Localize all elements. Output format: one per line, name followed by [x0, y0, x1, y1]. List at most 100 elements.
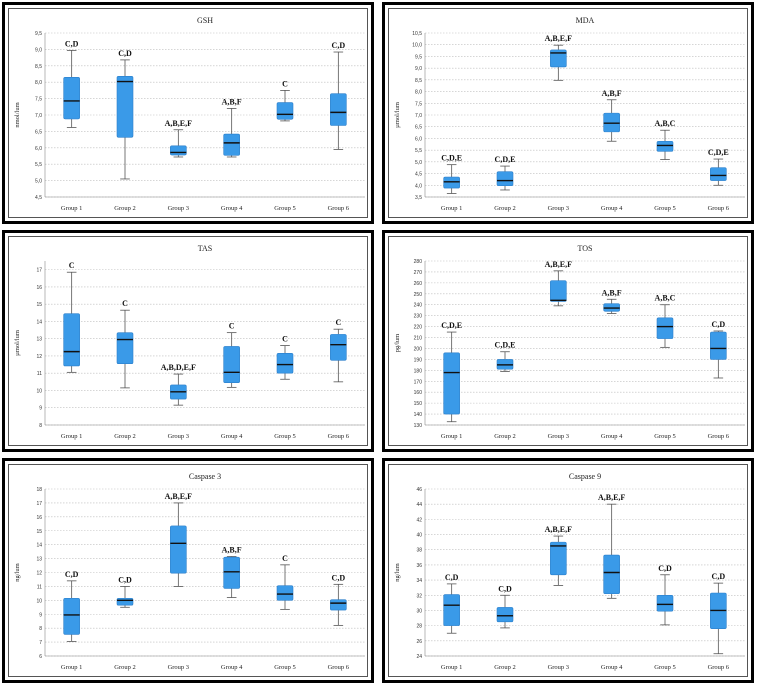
chart-svg-caspase-9: Caspase 9 ng/lum 24 26 28 30 32 34 36 38 40 42 44 46 G… [394, 472, 745, 671]
x-tick-label: Group 6 [328, 433, 350, 440]
x-tick-label: Group 6 [708, 433, 730, 440]
significance-label: C,D,E [708, 148, 729, 157]
significance-label: C,D [712, 572, 726, 581]
x-tick-label: Group 4 [601, 433, 623, 440]
y-tick-label: 38 [416, 548, 422, 554]
x-tick-label: Group 6 [328, 664, 350, 671]
box [330, 334, 347, 361]
x-tick-label: Group 5 [654, 664, 675, 671]
y-tick-label: 7 [39, 640, 42, 646]
y-tick-label: 28 [416, 624, 422, 630]
y-tick-label: 280 [414, 259, 423, 265]
y-tick-label: 6,0 [415, 136, 422, 142]
y-tick-label: 10,0 [412, 43, 422, 49]
y-tick-label: 8,5 [415, 78, 422, 84]
y-tick-label: 180 [414, 368, 423, 374]
y-tick-label: 11 [37, 371, 42, 377]
y-tick-label: 6 [39, 654, 42, 660]
y-tick-label: 34 [416, 578, 422, 584]
chart-svg-tos: TOS pg/lum 130 140 150 160 170 180 190 200 210 220 2… [394, 244, 745, 440]
y-tick-label: 150 [414, 401, 423, 407]
significance-label: A,B,D,E,F [161, 363, 196, 372]
chart-panel-caspase-3: Caspase 3 ng/lum 6 7 8 9 10 11 12 13 14 15 16 17 18 Gro… [2, 458, 374, 683]
significance-label: A,B,E,F [598, 493, 625, 502]
y-tick-label: 7,5 [415, 101, 422, 107]
chart-panel-caspase-9: Caspase 9 ng/lum 24 26 28 30 32 34 36 38 40 42 44 46 G… [382, 458, 754, 683]
box [603, 112, 620, 133]
x-tick-label: Group 4 [601, 205, 623, 212]
chart-title: MDA [576, 16, 595, 25]
box [710, 331, 727, 360]
box [63, 76, 80, 120]
y-tick-label: 15 [36, 529, 42, 535]
chart-svg-tas: TAS µmol/lum 8 9 10 11 12 13 14 15 16 17 Group 1 Grou… [14, 244, 365, 440]
y-tick-label: 9 [39, 406, 42, 412]
x-tick-label: Group 6 [708, 664, 730, 671]
box [116, 597, 134, 606]
x-tick-label: Group 6 [328, 205, 350, 212]
y-tick-label: 42 [416, 517, 422, 523]
significance-label: C,D,E [441, 154, 462, 163]
y-tick-label: 130 [414, 423, 423, 429]
significance-label: C [282, 554, 288, 563]
significance-label: C,D,E [495, 341, 516, 350]
significance-label: A,B,E,F [545, 260, 572, 269]
y-tick-label: 10 [36, 598, 42, 604]
y-axis-label: µmol/lum [14, 330, 21, 356]
chart-svg-caspase-3: Caspase 3 ng/lum 6 7 8 9 10 11 12 13 14 15 16 17 18 Gro… [14, 472, 365, 671]
chart-title: Caspase 3 [189, 472, 221, 481]
x-tick-label: Group 5 [274, 433, 295, 440]
box [276, 353, 294, 374]
y-tick-label: 170 [414, 379, 423, 385]
x-tick-label: Group 4 [221, 205, 243, 212]
x-tick-label: Group 4 [221, 433, 243, 440]
chart-title: TOS [578, 244, 593, 253]
x-tick-label: Group 2 [114, 664, 135, 671]
significance-label: C,D [65, 570, 79, 579]
y-tick-label: 4,0 [415, 183, 422, 189]
box [710, 167, 727, 181]
y-tick-label: 17 [36, 501, 42, 507]
y-tick-label: 10 [36, 388, 42, 394]
x-tick-label: Group 2 [494, 664, 515, 671]
y-tick-label: 9,0 [415, 66, 422, 72]
box [443, 176, 460, 189]
significance-label: C,D [118, 49, 132, 58]
chart-svg-gsh: GSH nmol/lum 4,5 5,0 5,5 6,0 6,5 7,0 7,5 8,0 8,5 9,… [14, 16, 365, 212]
y-tick-label: 15 [36, 302, 42, 308]
significance-label: C,D,E [495, 155, 516, 164]
y-tick-label: 9,5 [35, 31, 42, 37]
y-tick-label: 13 [36, 557, 42, 563]
y-tick-label: 30 [416, 608, 422, 614]
significance-label: A,B,E,F [545, 525, 572, 534]
chart-title: TAS [198, 244, 212, 253]
y-tick-label: 8,0 [35, 80, 42, 86]
box [656, 140, 674, 152]
box [443, 594, 460, 626]
y-tick-label: 5,5 [35, 162, 42, 168]
box [170, 145, 187, 156]
y-tick-label: 8,0 [415, 90, 422, 96]
y-tick-label: 5,5 [415, 148, 422, 154]
x-tick-label: Group 1 [441, 433, 462, 440]
box [550, 49, 567, 68]
y-tick-label: 160 [414, 390, 423, 396]
x-tick-label: Group 1 [441, 205, 462, 212]
y-tick-label: 190 [414, 357, 423, 363]
y-tick-label: 40 [416, 533, 422, 539]
chart-panel-gsh: GSH nmol/lum 4,5 5,0 5,5 6,0 6,5 7,0 7,5 8,0 8,5 9,… [2, 2, 374, 224]
significance-label: C [335, 318, 341, 327]
y-tick-label: 250 [414, 292, 423, 298]
y-axis-label: nmol/lum [14, 102, 21, 127]
significance-label: C,D [498, 584, 512, 593]
y-axis-label: pg/lum [394, 334, 401, 352]
y-tick-label: 7,5 [35, 97, 42, 103]
y-tick-label: 24 [416, 654, 422, 660]
x-tick-label: Group 4 [221, 664, 243, 671]
significance-label: C,D [118, 575, 132, 584]
x-tick-label: Group 3 [548, 664, 569, 671]
significance-label: C,D,E [441, 321, 462, 330]
significance-label: C [282, 79, 288, 88]
significance-label: A,B,E,F [165, 119, 192, 128]
y-tick-label: 260 [414, 281, 423, 287]
